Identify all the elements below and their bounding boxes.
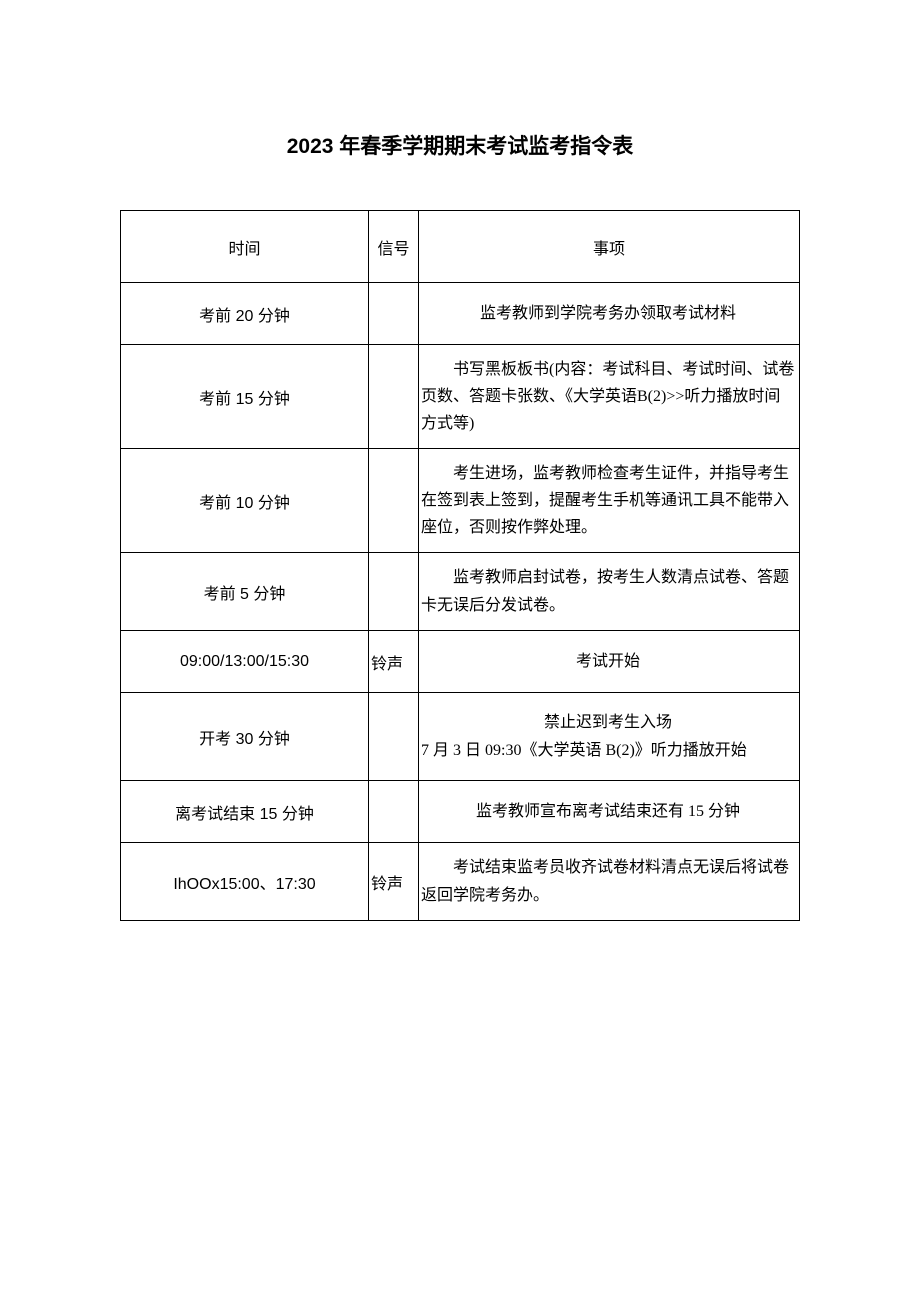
- schedule-table: 时间 信号 事项 考前 20 分钟 监考教师到学院考务办领取考试材料 考前 15…: [120, 210, 800, 921]
- cell-signal: [369, 449, 419, 553]
- cell-signal: 铃声: [369, 631, 419, 693]
- table-row: 离考试结束 15 分钟 监考教师宣布离考试结束还有 15 分钟: [121, 781, 800, 843]
- table-row: 考前 5 分钟 监考教师启封试卷，按考生人数清点试卷、答题卡无误后分发试卷。: [121, 553, 800, 631]
- cell-time: 考前 10 分钟: [121, 449, 369, 553]
- table-row: 开考 30 分钟 禁止迟到考生入场 7 月 3 日 09:30《大学英语 B(2…: [121, 693, 800, 781]
- cell-time: 考前 15 分钟: [121, 345, 369, 449]
- cell-time: 09:00/13:00/15:30: [121, 631, 369, 693]
- cell-time: 开考 30 分钟: [121, 693, 369, 781]
- cell-item: 监考教师宣布离考试结束还有 15 分钟: [419, 781, 800, 843]
- cell-signal: [369, 553, 419, 631]
- cell-item: 禁止迟到考生入场 7 月 3 日 09:30《大学英语 B(2)》听力播放开始: [419, 693, 800, 781]
- cell-item: 考生进场，监考教师检查考生证件，并指导考生在签到表上签到，提醒考生手机等通讯工具…: [419, 449, 800, 553]
- cell-item: 监考教师到学院考务办领取考试材料: [419, 283, 800, 345]
- header-item: 事项: [419, 211, 800, 283]
- table-row: 考前 10 分钟 考生进场，监考教师检查考生证件，并指导考生在签到表上签到，提醒…: [121, 449, 800, 553]
- table-row: 09:00/13:00/15:30 铃声 考试开始: [121, 631, 800, 693]
- cell-item-line2: 7 月 3 日 09:30《大学英语 B(2)》听力播放开始: [421, 737, 795, 764]
- table-header-row: 时间 信号 事项: [121, 211, 800, 283]
- cell-signal: 铃声: [369, 843, 419, 921]
- cell-item-line1: 禁止迟到考生入场: [421, 709, 795, 736]
- header-signal: 信号: [369, 211, 419, 283]
- cell-item: 书写黑板板书(内容：考试科目、考试时间、试卷页数、答题卡张数、《大学英语B(2)…: [419, 345, 800, 449]
- cell-time: 考前 20 分钟: [121, 283, 369, 345]
- cell-item: 考试结束监考员收齐试卷材料清点无误后将试卷返回学院考务办。: [419, 843, 800, 921]
- cell-item: 考试开始: [419, 631, 800, 693]
- cell-signal: [369, 283, 419, 345]
- page-title: 2023 年春季学期期末考试监考指令表: [120, 130, 800, 160]
- cell-signal: [369, 693, 419, 781]
- cell-time: 离考试结束 15 分钟: [121, 781, 369, 843]
- cell-signal: [369, 781, 419, 843]
- header-time: 时间: [121, 211, 369, 283]
- cell-time: IhOOx15:00、17:30: [121, 843, 369, 921]
- table-row: 考前 15 分钟 书写黑板板书(内容：考试科目、考试时间、试卷页数、答题卡张数、…: [121, 345, 800, 449]
- table-row: IhOOx15:00、17:30 铃声 考试结束监考员收齐试卷材料清点无误后将试…: [121, 843, 800, 921]
- table-row: 考前 20 分钟 监考教师到学院考务办领取考试材料: [121, 283, 800, 345]
- cell-item: 监考教师启封试卷，按考生人数清点试卷、答题卡无误后分发试卷。: [419, 553, 800, 631]
- cell-time: 考前 5 分钟: [121, 553, 369, 631]
- cell-signal: [369, 345, 419, 449]
